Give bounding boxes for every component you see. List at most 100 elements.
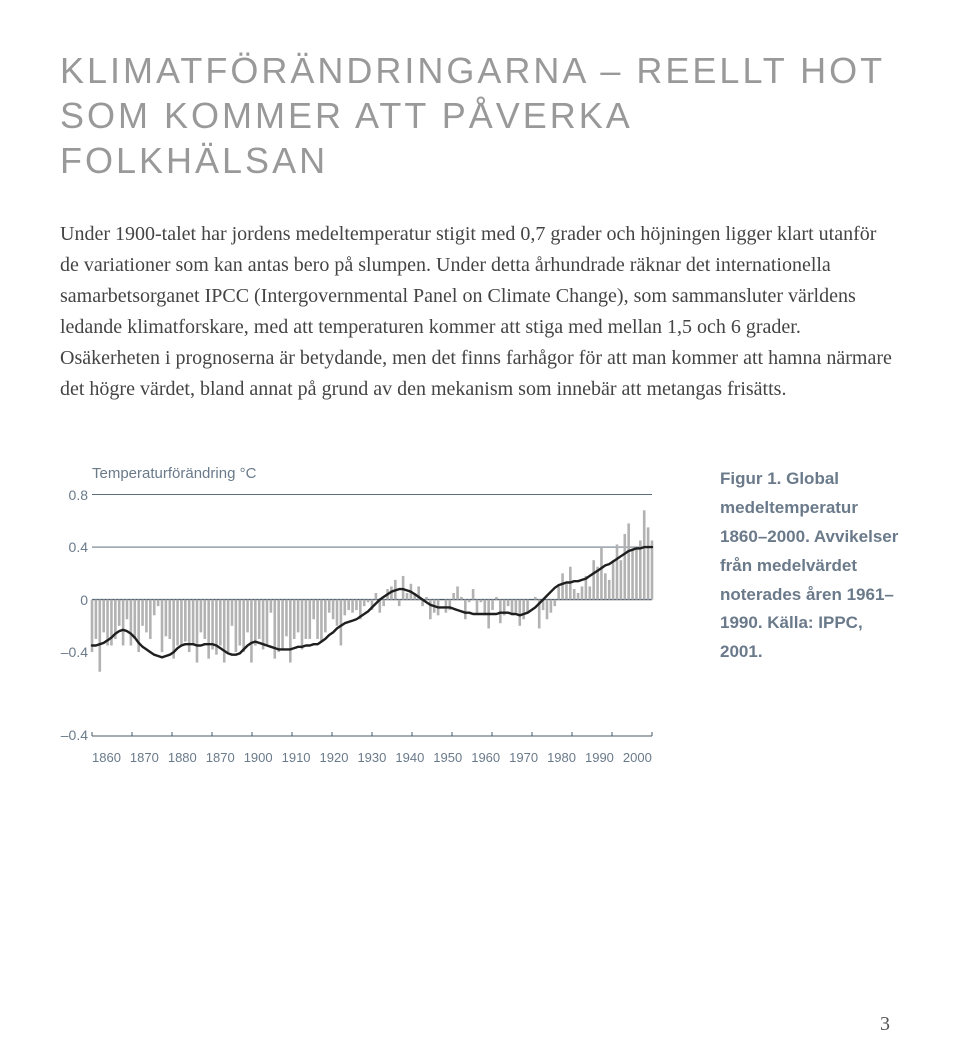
chart-bar	[161, 600, 164, 653]
chart-bar	[285, 600, 288, 637]
chart-bar	[460, 597, 463, 600]
chart-bar	[472, 589, 475, 600]
chart-bar	[277, 600, 280, 653]
chart-xtick-label: 1960	[471, 750, 500, 765]
chart-xtick-label: 1970	[509, 750, 538, 765]
chart-bar	[499, 600, 502, 624]
chart-area: 0.80.40–0.4–0.4	[60, 488, 680, 748]
chart-bar	[620, 560, 623, 599]
chart-bar	[126, 600, 129, 620]
chart-xaxis: 1860187018801870190019101920193019401950…	[92, 750, 652, 765]
chart-bar	[133, 600, 136, 639]
chart-bar	[573, 589, 576, 600]
chart-bar	[102, 600, 105, 633]
chart-bar	[200, 600, 203, 633]
figure-caption: Figur 1. Global medeltemperatur 1860–200…	[720, 465, 900, 667]
chart-bar	[130, 600, 133, 646]
chart-xtick-label: 2000	[623, 750, 652, 765]
chart-bar	[91, 600, 94, 653]
chart-bar	[219, 600, 222, 646]
chart-bar	[320, 600, 323, 642]
chart-bar	[592, 560, 595, 599]
chart-bar	[266, 600, 269, 646]
chart-bar	[153, 600, 156, 616]
chart-bar	[246, 600, 249, 633]
chart-bar	[355, 600, 358, 611]
chart-bar	[242, 600, 245, 653]
figure-1: Temperaturförändring °C 0.80.40–0.4–0.4 …	[60, 465, 900, 765]
chart-bar	[149, 600, 152, 639]
chart-bar	[157, 600, 160, 607]
chart-bar	[223, 600, 226, 663]
chart-bar	[141, 600, 144, 626]
chart-bar	[340, 600, 343, 646]
chart-bar	[553, 600, 556, 607]
chart-bar	[238, 600, 241, 646]
chart-ytick-label: 0.4	[60, 539, 88, 555]
chart-bar	[231, 600, 234, 626]
chart-bar	[515, 600, 518, 613]
chart-bar	[312, 600, 315, 620]
chart-bar	[429, 600, 432, 620]
chart-bar	[608, 580, 611, 600]
chart-bar	[293, 600, 296, 639]
chart-bar	[616, 544, 619, 599]
chart-bar	[398, 600, 401, 607]
chart-bar	[168, 600, 171, 639]
chart-bar	[211, 600, 214, 650]
chart-bar	[550, 600, 553, 613]
chart-bar	[375, 593, 378, 600]
chart-bar	[464, 600, 467, 620]
chart-ytick-label: –0.4	[56, 644, 88, 660]
chart-bar	[577, 593, 580, 600]
chart-bar	[402, 576, 405, 600]
chart-xtick-label: 1990	[585, 750, 614, 765]
chart-bar	[95, 600, 98, 639]
chart-bar	[452, 593, 455, 600]
chart-xtick-label: 1870	[130, 750, 159, 765]
chart-bar	[651, 541, 654, 600]
chart-bar	[565, 584, 568, 600]
chart-ytick-label: 0.8	[60, 487, 88, 503]
chart-bar	[612, 560, 615, 599]
chart-bar	[557, 586, 560, 599]
chart-bar	[297, 600, 300, 633]
chart-bar	[343, 600, 346, 616]
chart-ytick-label: –0.4	[56, 727, 88, 743]
chart-bar	[305, 600, 308, 639]
chart-xtick-label: 1980	[547, 750, 576, 765]
chart-bar	[635, 547, 638, 600]
chart-bar	[643, 510, 646, 599]
chart-xtick-label: 1910	[282, 750, 311, 765]
chart-bar	[581, 586, 584, 599]
chart-bar	[476, 600, 479, 613]
chart-bar	[588, 586, 591, 599]
chart-bar	[425, 597, 428, 600]
chart-bar	[495, 597, 498, 600]
chart-bar	[328, 600, 331, 613]
chart-bar	[122, 600, 125, 646]
chart-bar	[600, 547, 603, 600]
chart-bar	[623, 534, 626, 600]
chart-bar	[207, 600, 210, 659]
chart-bar	[98, 600, 101, 672]
chart-bar	[227, 600, 230, 653]
chart-bar	[273, 600, 276, 659]
chart-bar	[316, 600, 319, 639]
chart-bar	[522, 600, 525, 620]
chart-bar	[480, 600, 483, 603]
chart-bar	[507, 600, 510, 607]
chart-bar	[456, 586, 459, 599]
chart-bar	[254, 600, 257, 646]
chart-bar	[445, 600, 448, 613]
chart-bar	[324, 600, 327, 633]
chart-bar	[176, 600, 179, 646]
chart-xtick-label: 1860	[92, 750, 121, 765]
chart-bar	[647, 527, 650, 599]
chart-bar	[289, 600, 292, 663]
chart-bar	[491, 600, 494, 611]
chart-xtick-label: 1940	[395, 750, 424, 765]
chart-bar	[270, 600, 273, 613]
chart-bar	[250, 600, 253, 663]
page-title: KLIMATFÖRÄNDRINGARNA – REELLT HOT SOM KO…	[60, 48, 900, 183]
